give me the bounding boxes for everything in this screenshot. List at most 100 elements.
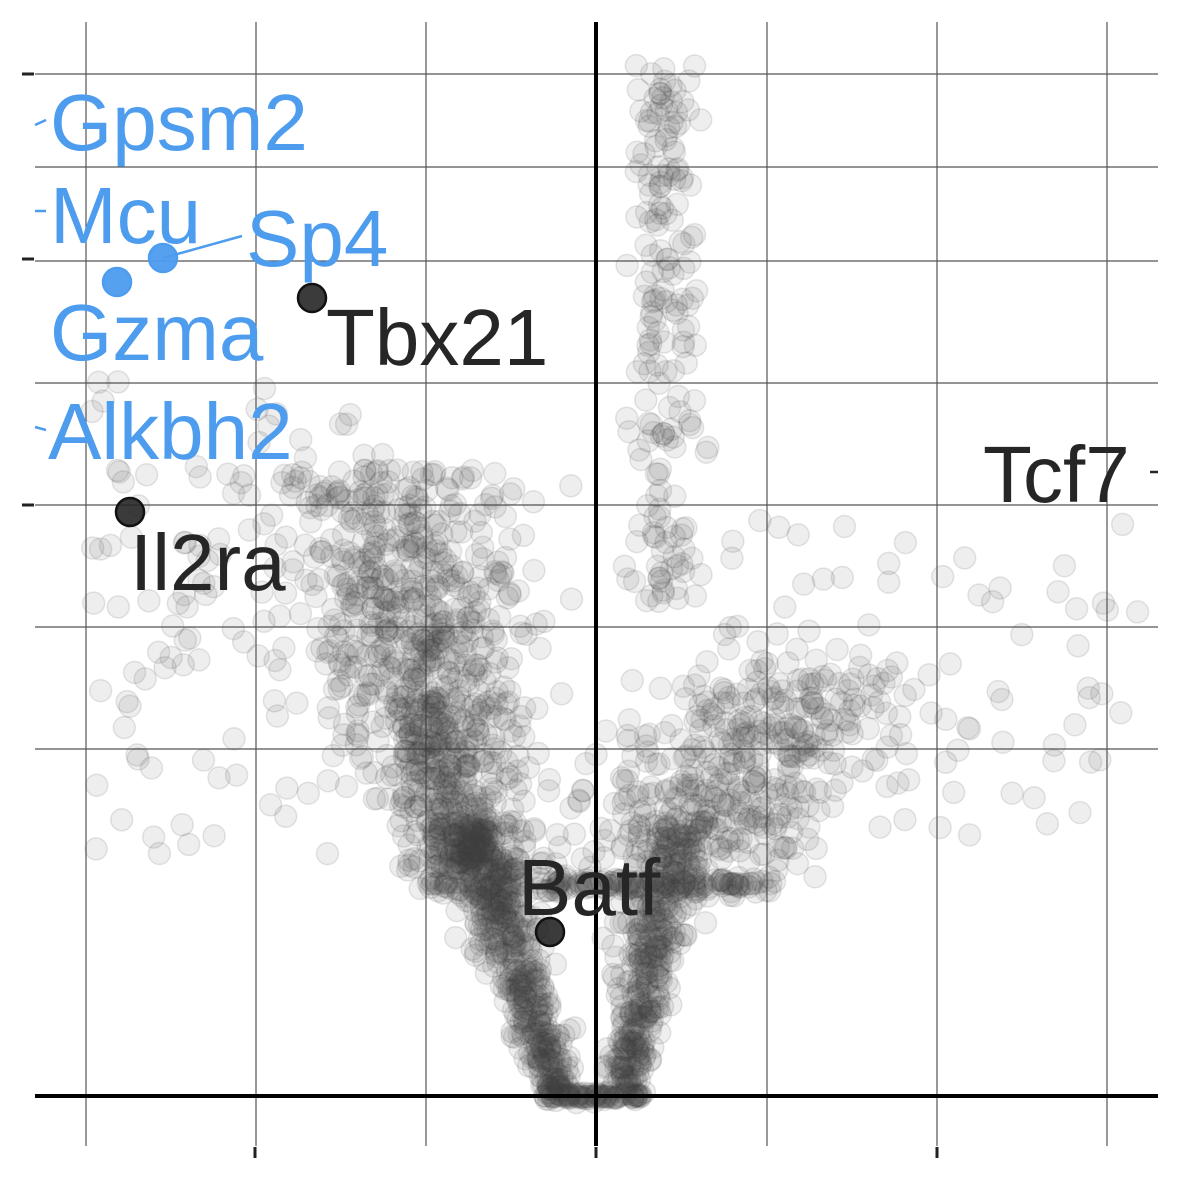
data-point <box>497 922 522 946</box>
data-point <box>493 865 518 890</box>
data-point <box>483 814 507 839</box>
data-point <box>608 1055 633 1079</box>
data-point <box>550 1065 575 1089</box>
data-point <box>480 838 504 862</box>
data-point <box>471 547 495 571</box>
data-point <box>651 818 676 843</box>
leader-line-gpsm2 <box>34 118 47 127</box>
data-point <box>652 919 676 943</box>
data-point <box>526 741 550 766</box>
data-point <box>652 891 677 916</box>
data-point <box>956 715 980 740</box>
data-point <box>636 849 660 874</box>
data-point <box>636 740 660 764</box>
data-point <box>811 567 836 591</box>
data-point <box>768 805 792 829</box>
data-point <box>495 958 520 983</box>
data-point <box>530 992 554 1016</box>
data-point <box>669 884 693 909</box>
data-point <box>503 891 527 915</box>
data-point <box>482 870 506 894</box>
data-point <box>645 957 669 981</box>
data-point <box>352 458 377 483</box>
data-point <box>487 863 511 888</box>
data-point <box>451 816 476 840</box>
data-point <box>125 743 149 767</box>
data-point <box>765 622 789 646</box>
data-point <box>673 923 697 947</box>
data-point <box>340 509 364 534</box>
data-point <box>495 972 519 996</box>
data-point <box>628 966 652 990</box>
data-point <box>513 985 538 1010</box>
data-point <box>624 1081 648 1105</box>
data-point <box>486 950 510 974</box>
data-point <box>489 856 513 881</box>
data-point <box>529 1003 554 1028</box>
data-point <box>511 969 536 994</box>
data-point <box>383 561 408 585</box>
data-point <box>452 813 477 837</box>
data-point <box>562 822 587 846</box>
data-point <box>504 948 528 973</box>
data-point <box>508 884 533 909</box>
data-point <box>957 823 982 847</box>
data-point <box>647 942 672 967</box>
data-point <box>610 963 634 987</box>
data-point <box>486 901 511 926</box>
data-point <box>524 1019 549 1043</box>
data-point <box>514 951 538 975</box>
data-point <box>428 812 452 836</box>
data-point <box>463 874 487 899</box>
data-point <box>612 1012 636 1036</box>
data-point <box>501 931 526 955</box>
data-point <box>517 1041 542 1066</box>
data-point <box>673 837 697 861</box>
data-point <box>694 440 719 464</box>
data-point <box>431 625 456 649</box>
data-point <box>618 1073 643 1098</box>
data-point <box>545 1071 570 1095</box>
data-point <box>525 1045 550 1070</box>
data-point <box>610 1025 634 1050</box>
data-point <box>459 845 483 870</box>
data-point <box>463 839 488 864</box>
data-point <box>470 817 495 842</box>
data-point <box>1066 634 1090 658</box>
data-point <box>485 939 509 963</box>
data-point <box>626 1061 650 1085</box>
data-point <box>509 1010 533 1035</box>
data-point <box>499 978 523 1003</box>
data-point <box>481 908 505 933</box>
data-point <box>549 1031 573 1056</box>
data-point <box>497 891 522 915</box>
data-point <box>536 1052 560 1076</box>
data-point <box>661 841 686 866</box>
data-point <box>608 1031 632 1055</box>
data-point <box>514 961 539 985</box>
gene-label-gpsm2: Gpsm2 <box>50 78 308 167</box>
data-point <box>522 1044 547 1069</box>
data-point <box>498 885 523 910</box>
data-point <box>522 817 547 841</box>
data-point <box>604 945 628 970</box>
data-point <box>1046 580 1070 604</box>
data-point <box>112 715 137 740</box>
data-point <box>609 910 633 935</box>
data-point <box>644 919 668 943</box>
data-point <box>489 845 513 870</box>
data-point <box>618 1052 642 1077</box>
data-point <box>665 823 690 847</box>
data-point <box>615 970 640 994</box>
data-point <box>677 851 701 875</box>
data-point <box>491 561 515 585</box>
data-point <box>487 894 511 919</box>
data-point <box>804 777 829 801</box>
data-point <box>628 947 652 971</box>
data-point <box>252 609 276 634</box>
data-point <box>557 1045 581 1069</box>
data-point <box>643 879 668 903</box>
data-point <box>502 951 526 976</box>
data-point <box>679 892 703 917</box>
data-point <box>498 967 523 991</box>
